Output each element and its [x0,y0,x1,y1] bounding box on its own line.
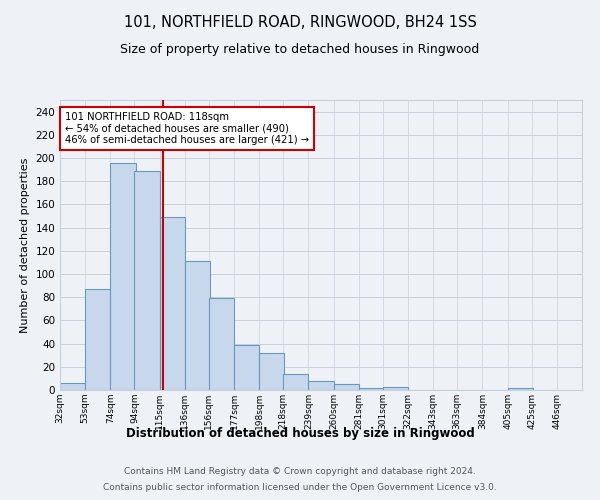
Bar [234,345,259,390]
Bar [308,380,334,390]
Text: Size of property relative to detached houses in Ringwood: Size of property relative to detached ho… [121,42,479,56]
Bar [283,374,308,390]
Bar [209,298,234,390]
Text: 101, NORTHFIELD ROAD, RINGWOOD, BH24 1SS: 101, NORTHFIELD ROAD, RINGWOOD, BH24 1SS [124,15,476,30]
Bar [508,388,533,390]
Text: Contains HM Land Registry data © Crown copyright and database right 2024.: Contains HM Land Registry data © Crown c… [124,468,476,476]
Bar [359,388,384,390]
Y-axis label: Number of detached properties: Number of detached properties [20,158,30,332]
Bar [334,384,359,390]
Bar [383,386,408,390]
Bar [110,162,136,390]
Bar [259,353,284,390]
Bar [185,261,210,390]
Text: Contains public sector information licensed under the Open Government Licence v3: Contains public sector information licen… [103,482,497,492]
Bar [85,289,110,390]
Text: 101 NORTHFIELD ROAD: 118sqm
← 54% of detached houses are smaller (490)
46% of se: 101 NORTHFIELD ROAD: 118sqm ← 54% of det… [65,112,309,145]
Bar [60,383,85,390]
Bar [134,171,160,390]
Text: Distribution of detached houses by size in Ringwood: Distribution of detached houses by size … [125,428,475,440]
Bar [160,217,185,390]
